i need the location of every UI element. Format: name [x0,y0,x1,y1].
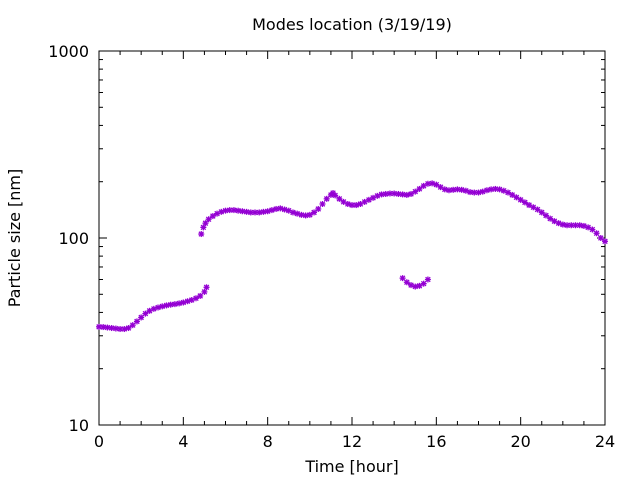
data-point [513,194,520,201]
data-point [201,288,208,295]
data-point [412,283,419,290]
y-axis-label: Particle size [nm] [5,169,24,308]
axes: 0 4 8 12 16 20 24 10 100 1000 [48,42,615,451]
x-tick-label: 16 [426,432,446,451]
data-point [424,180,431,187]
data-point [412,188,419,195]
x-axis-label: Time [hour] [304,457,398,476]
data-point [445,187,452,194]
data-point [198,231,205,238]
data-point [344,200,351,207]
x-tick-label: 12 [342,432,362,451]
data-point [336,195,343,202]
data-point [378,191,385,198]
data-point [197,292,204,299]
chart-title: Modes location (3/19/19) [252,15,452,34]
data-point [475,189,482,196]
data-point [424,276,431,283]
x-tick-label: 0 [94,432,104,451]
data-point [602,238,608,245]
data-point [205,216,212,223]
data-point [184,298,191,305]
data-point [171,301,178,308]
data-point [420,280,427,287]
data-point [176,300,183,307]
data-point [125,325,132,332]
data-point [353,202,360,209]
data-point [218,208,225,215]
data-point [399,275,406,282]
data-point [568,222,575,229]
data-point [163,302,170,309]
data-point [589,226,596,233]
data-point [542,212,549,219]
y-tick-label: 10 [69,416,89,435]
data-point [167,301,174,308]
data-point [521,199,528,206]
data-point [108,325,115,332]
data-point [129,322,136,329]
plot-frame [98,50,606,426]
data-point [576,222,583,229]
data-point [572,222,579,229]
data-point [403,279,410,286]
data-point [142,310,149,317]
data-point [202,220,209,227]
x-tick-label: 4 [178,432,188,451]
data-point [332,192,339,199]
data-point [433,181,440,188]
data-point [209,213,216,220]
data-point [534,206,541,213]
data-point [277,205,284,212]
data-point [264,208,271,215]
data-point [311,209,318,216]
data-point [121,326,128,333]
y-tick-label: 1000 [48,42,89,61]
data-point [281,206,288,213]
data-point [235,207,242,214]
data-point [517,196,524,203]
y-tick-label: 100 [58,229,89,248]
data-point [155,304,162,311]
data-point [180,299,187,306]
data-point [483,187,490,194]
data-point [403,191,410,198]
data-point [289,209,296,216]
data-point [319,200,326,207]
data-point [454,186,461,193]
data-point [323,195,330,202]
x-tick-label: 24 [595,432,615,451]
data-points [96,180,608,333]
data-point [416,185,423,192]
data-point [203,284,210,291]
data-point [306,211,313,218]
x-tick-label: 8 [263,432,273,451]
data-point [593,230,600,237]
data-point [559,221,566,228]
data-point [509,191,516,198]
data-point [133,318,140,325]
data-point [538,209,545,216]
x-tick-label: 20 [510,432,530,451]
data-point [268,207,275,214]
data-point [315,205,322,212]
data-point [138,314,145,321]
data-point [159,303,166,310]
data-point [547,215,554,222]
